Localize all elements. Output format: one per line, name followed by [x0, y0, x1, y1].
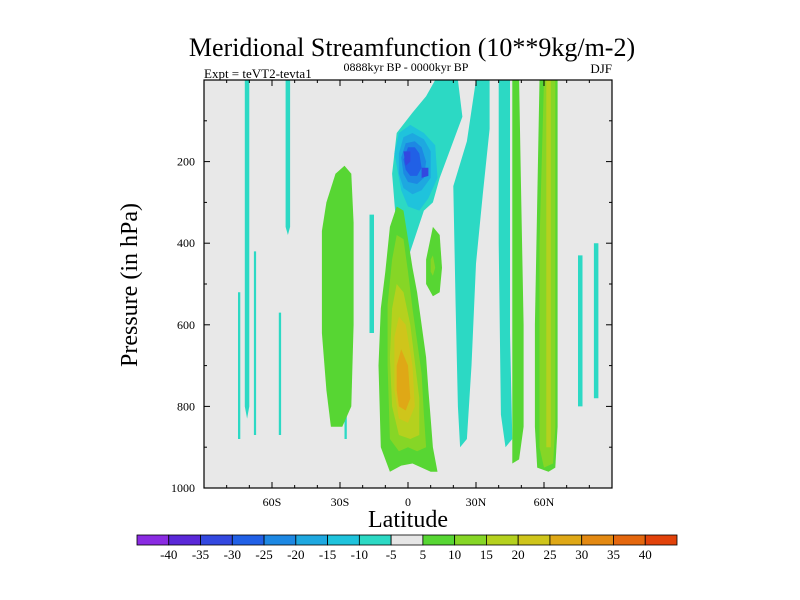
colorbar-box-0	[136, 534, 170, 546]
x-axis-label: Latitude	[368, 507, 448, 533]
y-axis-label: Pressure (in hPa)	[117, 203, 143, 367]
colorbar-box-3	[231, 534, 265, 546]
colorbar-label-14: 35	[607, 547, 620, 562]
colorbar-box-9	[422, 534, 456, 546]
colorbar-label-11: 20	[512, 547, 525, 562]
y-axis: 200 400 600 800 1000	[171, 120, 612, 495]
colorbar-box-8	[390, 534, 424, 546]
y-tick-label-600: 600	[177, 318, 195, 332]
colorbar-box-11	[486, 534, 519, 546]
contour-region-0	[244, 80, 250, 419]
contour-layer	[238, 80, 599, 472]
season-annotation: DJF	[590, 61, 612, 76]
contour-region-10	[578, 255, 583, 407]
y-tick-label-1000: 1000	[171, 481, 195, 495]
x-tick-label-60: 60N	[534, 495, 555, 509]
contour-region-16	[403, 151, 411, 166]
colorbar-label-3: -25	[255, 547, 272, 562]
contour-region-17	[421, 167, 429, 178]
chart-subtitle: 0888kyr BP - 0000kyr BP	[344, 60, 469, 74]
colorbar-label-8: 5	[420, 547, 427, 562]
x-tick-label--60: 60S	[263, 495, 282, 509]
contour-region-6	[369, 214, 374, 333]
colorbar-box-4	[263, 534, 297, 546]
contour-region-2	[253, 251, 257, 435]
experiment-annotation: Expt = teVT2-tevta1	[204, 66, 312, 81]
y-tick-label-800: 800	[177, 399, 195, 413]
y-tick-label-400: 400	[177, 236, 195, 250]
colorbar-label-4: -20	[287, 547, 304, 562]
x-axis: 60S 30S 0 30N 60N	[226, 80, 590, 509]
colorbar-box-13	[549, 534, 583, 546]
colorbar-box-2	[200, 534, 233, 546]
colorbar-label-10: 15	[480, 547, 493, 562]
colorbar-label-15: 40	[639, 547, 652, 562]
x-tick-label--30: 30S	[331, 495, 350, 509]
x-tick-label-30: 30N	[466, 495, 487, 509]
contour-region-27	[546, 80, 551, 448]
colorbar-box-10	[454, 534, 487, 546]
contour-region-8	[453, 80, 490, 448]
contour-region-9	[498, 80, 513, 448]
colorbar-box-7	[358, 534, 392, 546]
colorbar-box-16	[644, 534, 678, 546]
colorbar-label-6: -10	[351, 547, 368, 562]
colorbar-label-1: -35	[192, 547, 209, 562]
colorbar-label-5: -15	[319, 547, 336, 562]
chart-title: Meridional Streamfunction (10**9kg/m-2)	[189, 33, 635, 62]
colorbar-label-7: -5	[386, 547, 397, 562]
contour-region-21	[512, 80, 524, 464]
colorbar-box-12	[517, 534, 551, 546]
colorbar-label-0: -40	[160, 547, 177, 562]
colorbar-box-1	[168, 534, 201, 546]
colorbar-box-15	[613, 534, 646, 546]
colorbar: -40 -35 -30 -25 -20 -15 -10 -5 5 10 15 20 25 30 35 40	[136, 534, 678, 562]
colorbar-box-5	[295, 534, 328, 546]
contour-region-4	[285, 80, 291, 235]
colorbar-box-6	[327, 534, 360, 546]
colorbar-label-2: -30	[224, 547, 241, 562]
colorbar-label-9: 10	[448, 547, 461, 562]
contour-region-24	[430, 255, 436, 276]
contour-region-3	[278, 312, 282, 435]
contour-region-1	[238, 292, 241, 439]
x-tick-label-0: 0	[405, 495, 411, 509]
colorbar-label-13: 30	[575, 547, 588, 562]
contour-region-18	[321, 165, 354, 427]
y-tick-label-200: 200	[177, 155, 195, 169]
colorbar-label-12: 25	[543, 547, 556, 562]
contour-region-29	[396, 349, 411, 411]
colorbar-box-14	[581, 534, 614, 546]
contour-region-11	[593, 243, 599, 399]
